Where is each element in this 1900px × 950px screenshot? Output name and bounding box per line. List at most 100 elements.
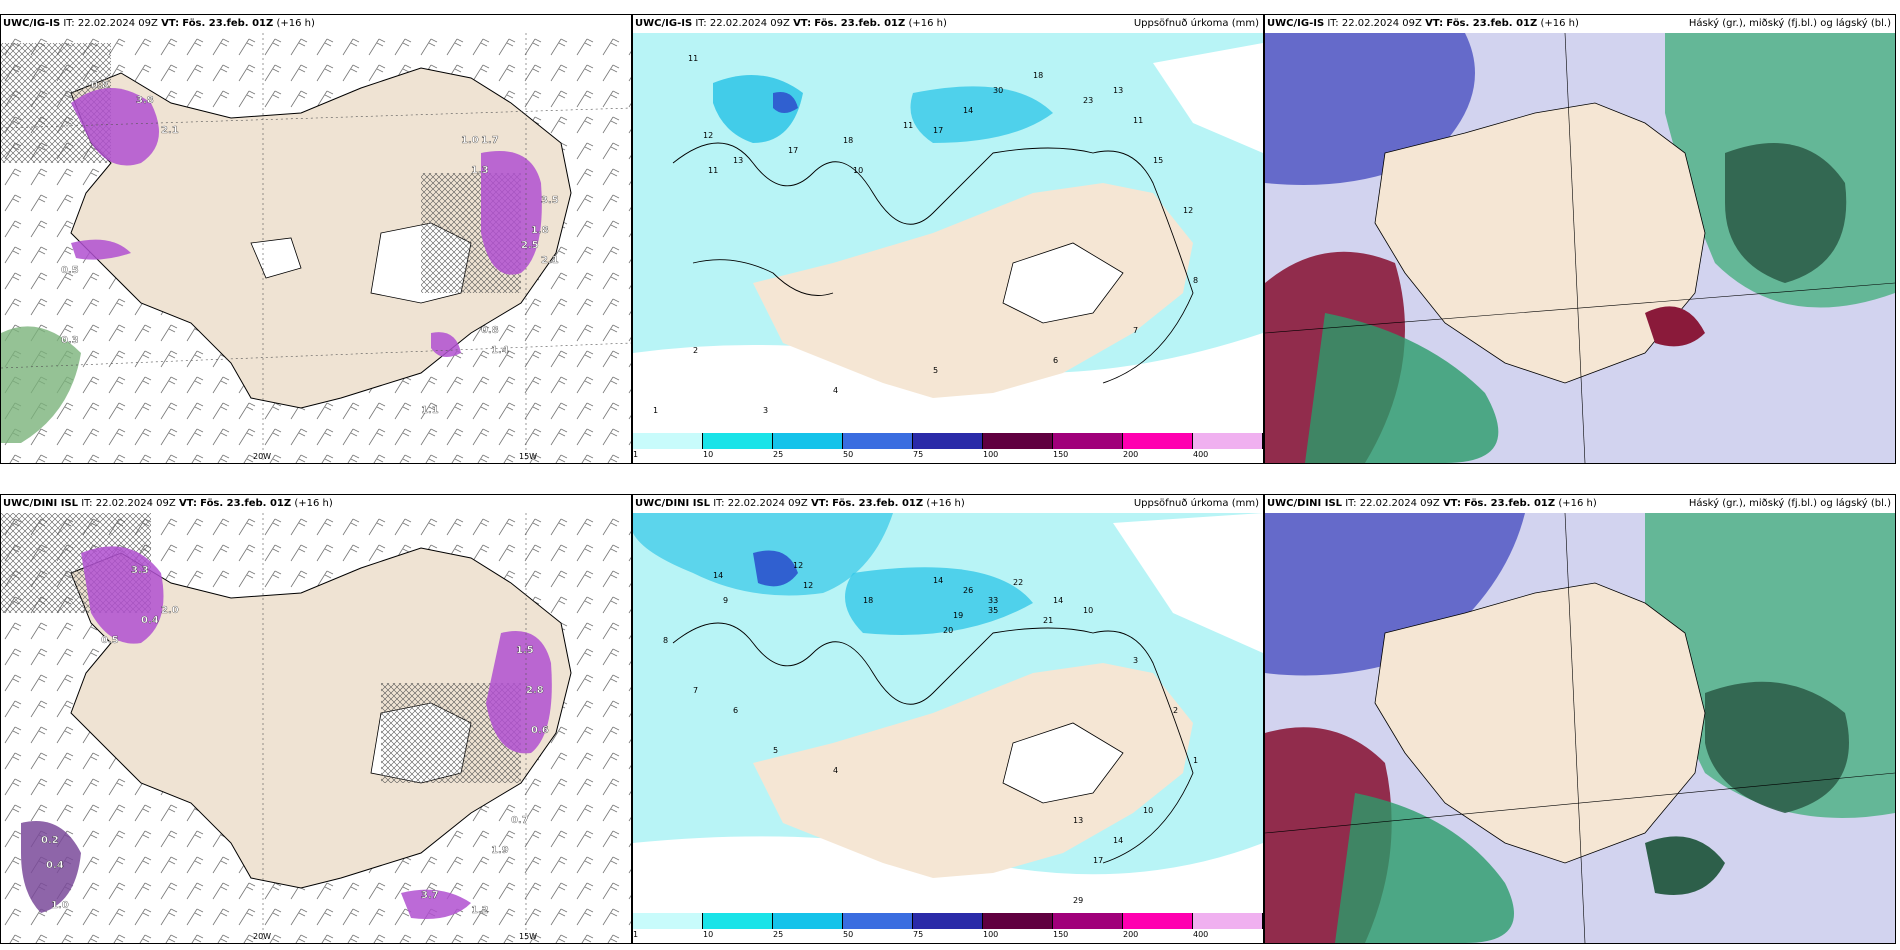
high-cloud <box>1265 513 1525 676</box>
mid-cloud <box>1305 313 1499 463</box>
map-value-label: 14 <box>963 106 973 115</box>
map-value-label: 19 <box>953 611 963 620</box>
panel-title: UWC/IG-IS IT: 22.02.2024 09Z VT: Fös. 23… <box>1265 15 1895 33</box>
precip-blob <box>21 821 81 913</box>
map-value-label: 4 <box>833 766 838 775</box>
map-value-label: 3.5 <box>541 195 559 206</box>
map-value-label: 1.2 <box>471 905 489 916</box>
precip-max <box>753 550 798 587</box>
map-value-label: 7 <box>693 686 698 695</box>
precip-high <box>713 75 803 143</box>
precip-blob <box>431 332 461 357</box>
lead-time: (+16 h) <box>276 18 315 29</box>
lon-label: 15W <box>519 452 538 461</box>
init-time: IT: 22.02.2024 09Z <box>63 18 158 29</box>
panel-title: UWC/DINI ISL IT: 22.02.2024 09Z VT: Fös.… <box>1265 495 1895 513</box>
map-value-label: 26 <box>963 586 973 595</box>
map-value-label: 12 <box>793 561 803 570</box>
low-cloud <box>1645 306 1705 347</box>
map-value-label: 30 <box>993 86 1003 95</box>
lead-time: (+16 h) <box>294 498 333 509</box>
field-title: Háský (gr.), miðský (fj.bl.) og lágský (… <box>1688 498 1891 509</box>
map-value-label: 13 <box>1113 86 1123 95</box>
lead-time: (+16 h) <box>908 18 947 29</box>
model-name: UWC/DINI ISL <box>1267 498 1343 509</box>
map-value-label: 23 <box>1083 96 1093 105</box>
map-value-label: 15 <box>1153 156 1163 165</box>
model-name: UWC/IG-IS <box>1267 18 1325 29</box>
map-value-label: 2 <box>693 346 698 355</box>
map-value-label: 11 <box>903 121 913 130</box>
valid-time: Fös. 23.feb. 01Z <box>1446 18 1538 29</box>
precip-blob <box>401 889 471 919</box>
precip-blob <box>481 151 542 275</box>
map-value-label: 0.5 <box>101 635 119 646</box>
map-panel-bottom-middle: UWC/DINI ISL IT: 22.02.2024 09Z VT: Fös.… <box>632 494 1264 944</box>
panel-title: UWC/IG-IS IT: 22.02.2024 09Z VT: Fös. 23… <box>1 15 631 33</box>
init-time: IT: 22.02.2024 09Z <box>695 18 790 29</box>
map-value-label: 7 <box>1133 326 1138 335</box>
model-name: UWC/IG-IS <box>3 18 61 29</box>
colorbar-segment <box>633 913 703 929</box>
map-value-label: 8 <box>663 636 668 645</box>
model-name: UWC/DINI ISL <box>635 498 711 509</box>
map-value-label: 5 <box>773 746 778 755</box>
map-value-label: 2 <box>1173 706 1178 715</box>
colorbar-segment <box>913 913 983 929</box>
iceland-land <box>70 547 572 889</box>
map-panel-top-middle: UWC/IG-IS IT: 22.02.2024 09Z VT: Fös. 23… <box>632 14 1264 464</box>
map-value-label: 1.0 <box>461 135 479 146</box>
valid-time-key: VT: <box>1442 498 1461 509</box>
map-value-label: 3 <box>763 406 768 415</box>
valid-time: Fös. 23.feb. 01Z <box>182 18 274 29</box>
field-title: Uppsöfnuð úrkoma (mm) <box>1133 498 1259 509</box>
overlap-cloud <box>1725 143 1847 283</box>
map-value-label: 1.0 <box>51 900 69 911</box>
valid-time-key: VT: <box>793 18 812 29</box>
map-value-label: 20 <box>943 626 953 635</box>
map-value-label: 17 <box>1093 856 1103 865</box>
valid-time-key: VT: <box>810 498 829 509</box>
map-value-label: 11 <box>1133 116 1143 125</box>
colorbar-segment <box>1193 433 1263 449</box>
colorbar-labels: 1 10 25 50 75 100 150 200 400 <box>633 450 1209 459</box>
map-value-label: 11 <box>688 54 698 63</box>
lead-time: (+16 h) <box>1540 18 1579 29</box>
map-value-label: 29 <box>1073 896 1083 905</box>
colorbar-segment <box>1053 433 1123 449</box>
model-name: UWC/IG-IS <box>635 18 693 29</box>
iceland-land <box>1374 582 1706 864</box>
map-value-label: 2.0 <box>161 605 179 616</box>
map-value-label: 33 <box>988 596 998 605</box>
colorbar-segment <box>633 433 703 449</box>
map-value-label: 10 <box>853 166 863 175</box>
iceland-land <box>753 663 1193 878</box>
colorbar-segment <box>703 913 773 929</box>
map-value-label: 1.4 <box>491 345 509 356</box>
map-value-label: 14 <box>933 576 943 585</box>
colorbar-segment <box>983 433 1053 449</box>
map-value-label: 2.1 <box>541 255 559 266</box>
map-value-label: 18 <box>863 596 873 605</box>
map-value-label: 2.8 <box>526 685 544 696</box>
map-value-label: 18 <box>1033 71 1043 80</box>
colorbar-segment <box>703 433 773 449</box>
map-value-label: 10 <box>1083 606 1093 615</box>
model-name: UWC/DINI ISL <box>3 498 79 509</box>
map-value-label: 1 <box>653 406 658 415</box>
colorbar-segment <box>1193 913 1263 929</box>
map-value-label: 21 <box>1043 616 1053 625</box>
wind-precip-map: 3.8 2.1 1.0 1.7 1.3 3.5 1.8 2.1 0.8 1.4 1.1 0.5 0.3 0… <box>1 33 631 463</box>
glacier <box>1002 242 1124 324</box>
no-precip-area <box>1153 43 1263 153</box>
map-value-label: 14 <box>713 571 723 580</box>
coastline <box>672 142 1194 384</box>
map-value-label: 1.1 <box>421 405 439 416</box>
map-value-label: 1.3 <box>471 165 489 176</box>
map-value-label: 11 <box>708 166 718 175</box>
mid-cloud <box>1335 793 1514 943</box>
glacier <box>1002 722 1124 804</box>
valid-time: Fös. 23.feb. 01Z <box>1464 498 1556 509</box>
precip-high <box>910 86 1053 143</box>
wind-precip-map: 3.32.00.40.51.52.80.60.20.43.71.21.90.71… <box>1 513 631 943</box>
